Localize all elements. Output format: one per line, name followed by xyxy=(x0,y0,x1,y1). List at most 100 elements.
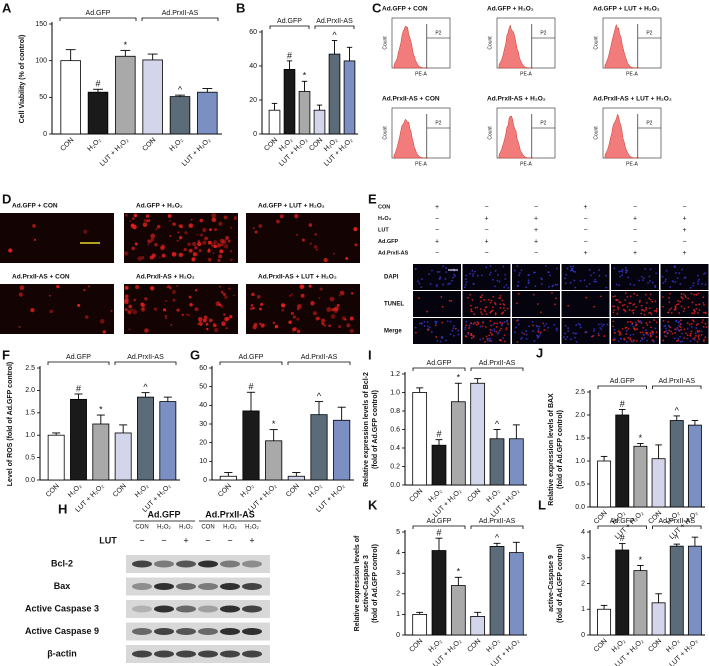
cell-signal xyxy=(164,314,167,318)
cell-signal xyxy=(165,299,168,303)
blot-band xyxy=(154,560,174,568)
tunel-signal xyxy=(612,325,614,328)
nucleus xyxy=(536,336,539,339)
nucleus xyxy=(505,284,508,286)
cell-signal xyxy=(147,243,150,246)
nucleus xyxy=(648,275,651,278)
significance-marker: * xyxy=(272,419,276,429)
cell-signal xyxy=(296,329,301,334)
cell-signal xyxy=(18,325,21,328)
tunel-signal xyxy=(678,312,681,314)
cell-signal xyxy=(339,290,345,296)
bar xyxy=(70,398,87,481)
tunel-signal xyxy=(532,293,535,296)
x-tick-label: H₂O₂ xyxy=(427,638,443,654)
flow-histogram xyxy=(498,24,533,69)
cell-signal xyxy=(216,243,222,248)
nucleus xyxy=(521,336,524,339)
nucleus xyxy=(539,333,542,335)
nucleus xyxy=(704,283,707,286)
nucleus xyxy=(532,330,534,332)
bar xyxy=(159,401,177,481)
tunel-signal xyxy=(491,309,494,312)
tunel-signal xyxy=(481,294,484,297)
tunel-signal xyxy=(704,322,707,325)
x-tick-label: CON xyxy=(466,488,482,504)
significance-marker: # xyxy=(248,382,253,392)
tunel-signal xyxy=(697,312,699,314)
y-tick-label: 1.5 xyxy=(25,410,35,417)
cell-signal xyxy=(349,316,354,321)
cell-signal xyxy=(188,295,192,299)
bar xyxy=(298,91,311,135)
nucleus xyxy=(655,272,658,275)
nucleus xyxy=(565,273,568,276)
tunel-signal xyxy=(670,307,672,310)
nucleus xyxy=(617,340,620,343)
nucleus xyxy=(665,329,668,332)
nucleus xyxy=(619,275,622,278)
tunel-signal xyxy=(629,337,632,339)
tunel-signal xyxy=(683,337,686,339)
nucleus xyxy=(624,269,627,272)
tunel-signal xyxy=(616,299,619,301)
nucleus xyxy=(677,337,680,340)
tunel-signal xyxy=(661,296,664,298)
nucleus xyxy=(534,285,537,287)
significance-marker: # xyxy=(436,429,441,439)
cell-signal xyxy=(262,324,265,327)
tunel-signal xyxy=(650,313,653,315)
nucleus xyxy=(439,276,442,279)
tunel-signal xyxy=(465,324,468,327)
nucleus xyxy=(434,320,436,323)
nucleus xyxy=(585,285,588,288)
cell-signal xyxy=(233,216,237,220)
tunel-signal xyxy=(427,329,430,331)
cell-signal xyxy=(219,285,221,288)
panel-letter: A xyxy=(2,0,12,15)
tunel-signal xyxy=(543,329,546,331)
nucleus xyxy=(489,265,492,267)
nucleus xyxy=(426,321,429,323)
tunel-signal xyxy=(655,309,658,312)
tunel-signal xyxy=(662,305,664,308)
nucleus xyxy=(647,282,649,284)
cell-signal xyxy=(221,321,226,326)
tunel-signal xyxy=(628,302,631,305)
group-label: Ad.GFP xyxy=(610,518,635,525)
nucleus xyxy=(547,326,550,329)
cell-signal xyxy=(208,318,213,323)
nucleus xyxy=(421,278,423,280)
nucleus xyxy=(476,274,479,277)
condition-sign: − xyxy=(534,250,538,257)
condition-sign: − xyxy=(633,227,637,234)
tunel-signal xyxy=(646,324,649,326)
cell-signal xyxy=(331,307,335,312)
nucleus xyxy=(686,337,689,340)
nucleus xyxy=(452,327,455,330)
stain-image xyxy=(462,264,511,290)
x-tick-label: H₂O₂ xyxy=(611,638,627,654)
bar xyxy=(47,434,65,481)
blot-group: Ad.GFP xyxy=(148,509,181,519)
cell-signal xyxy=(187,242,191,246)
blot-band xyxy=(220,628,240,635)
nucleus xyxy=(600,323,603,325)
nucleus xyxy=(646,339,649,342)
nucleus xyxy=(649,268,652,271)
cell-signal xyxy=(128,304,133,309)
tunel-signal xyxy=(675,303,678,306)
nucleus xyxy=(693,338,696,341)
bar xyxy=(431,550,447,636)
tunel-signal xyxy=(662,339,665,342)
significance-marker: # xyxy=(436,528,441,538)
cell-signal xyxy=(234,215,237,218)
nucleus xyxy=(472,282,475,285)
tunel-signal xyxy=(627,328,630,330)
cell-signal xyxy=(258,224,263,228)
cell-signal xyxy=(211,213,217,218)
tunel-signal xyxy=(691,319,694,321)
tunel-signal xyxy=(653,319,655,321)
tunel-signal xyxy=(698,329,701,332)
y-tick-label: 3 xyxy=(581,555,585,562)
